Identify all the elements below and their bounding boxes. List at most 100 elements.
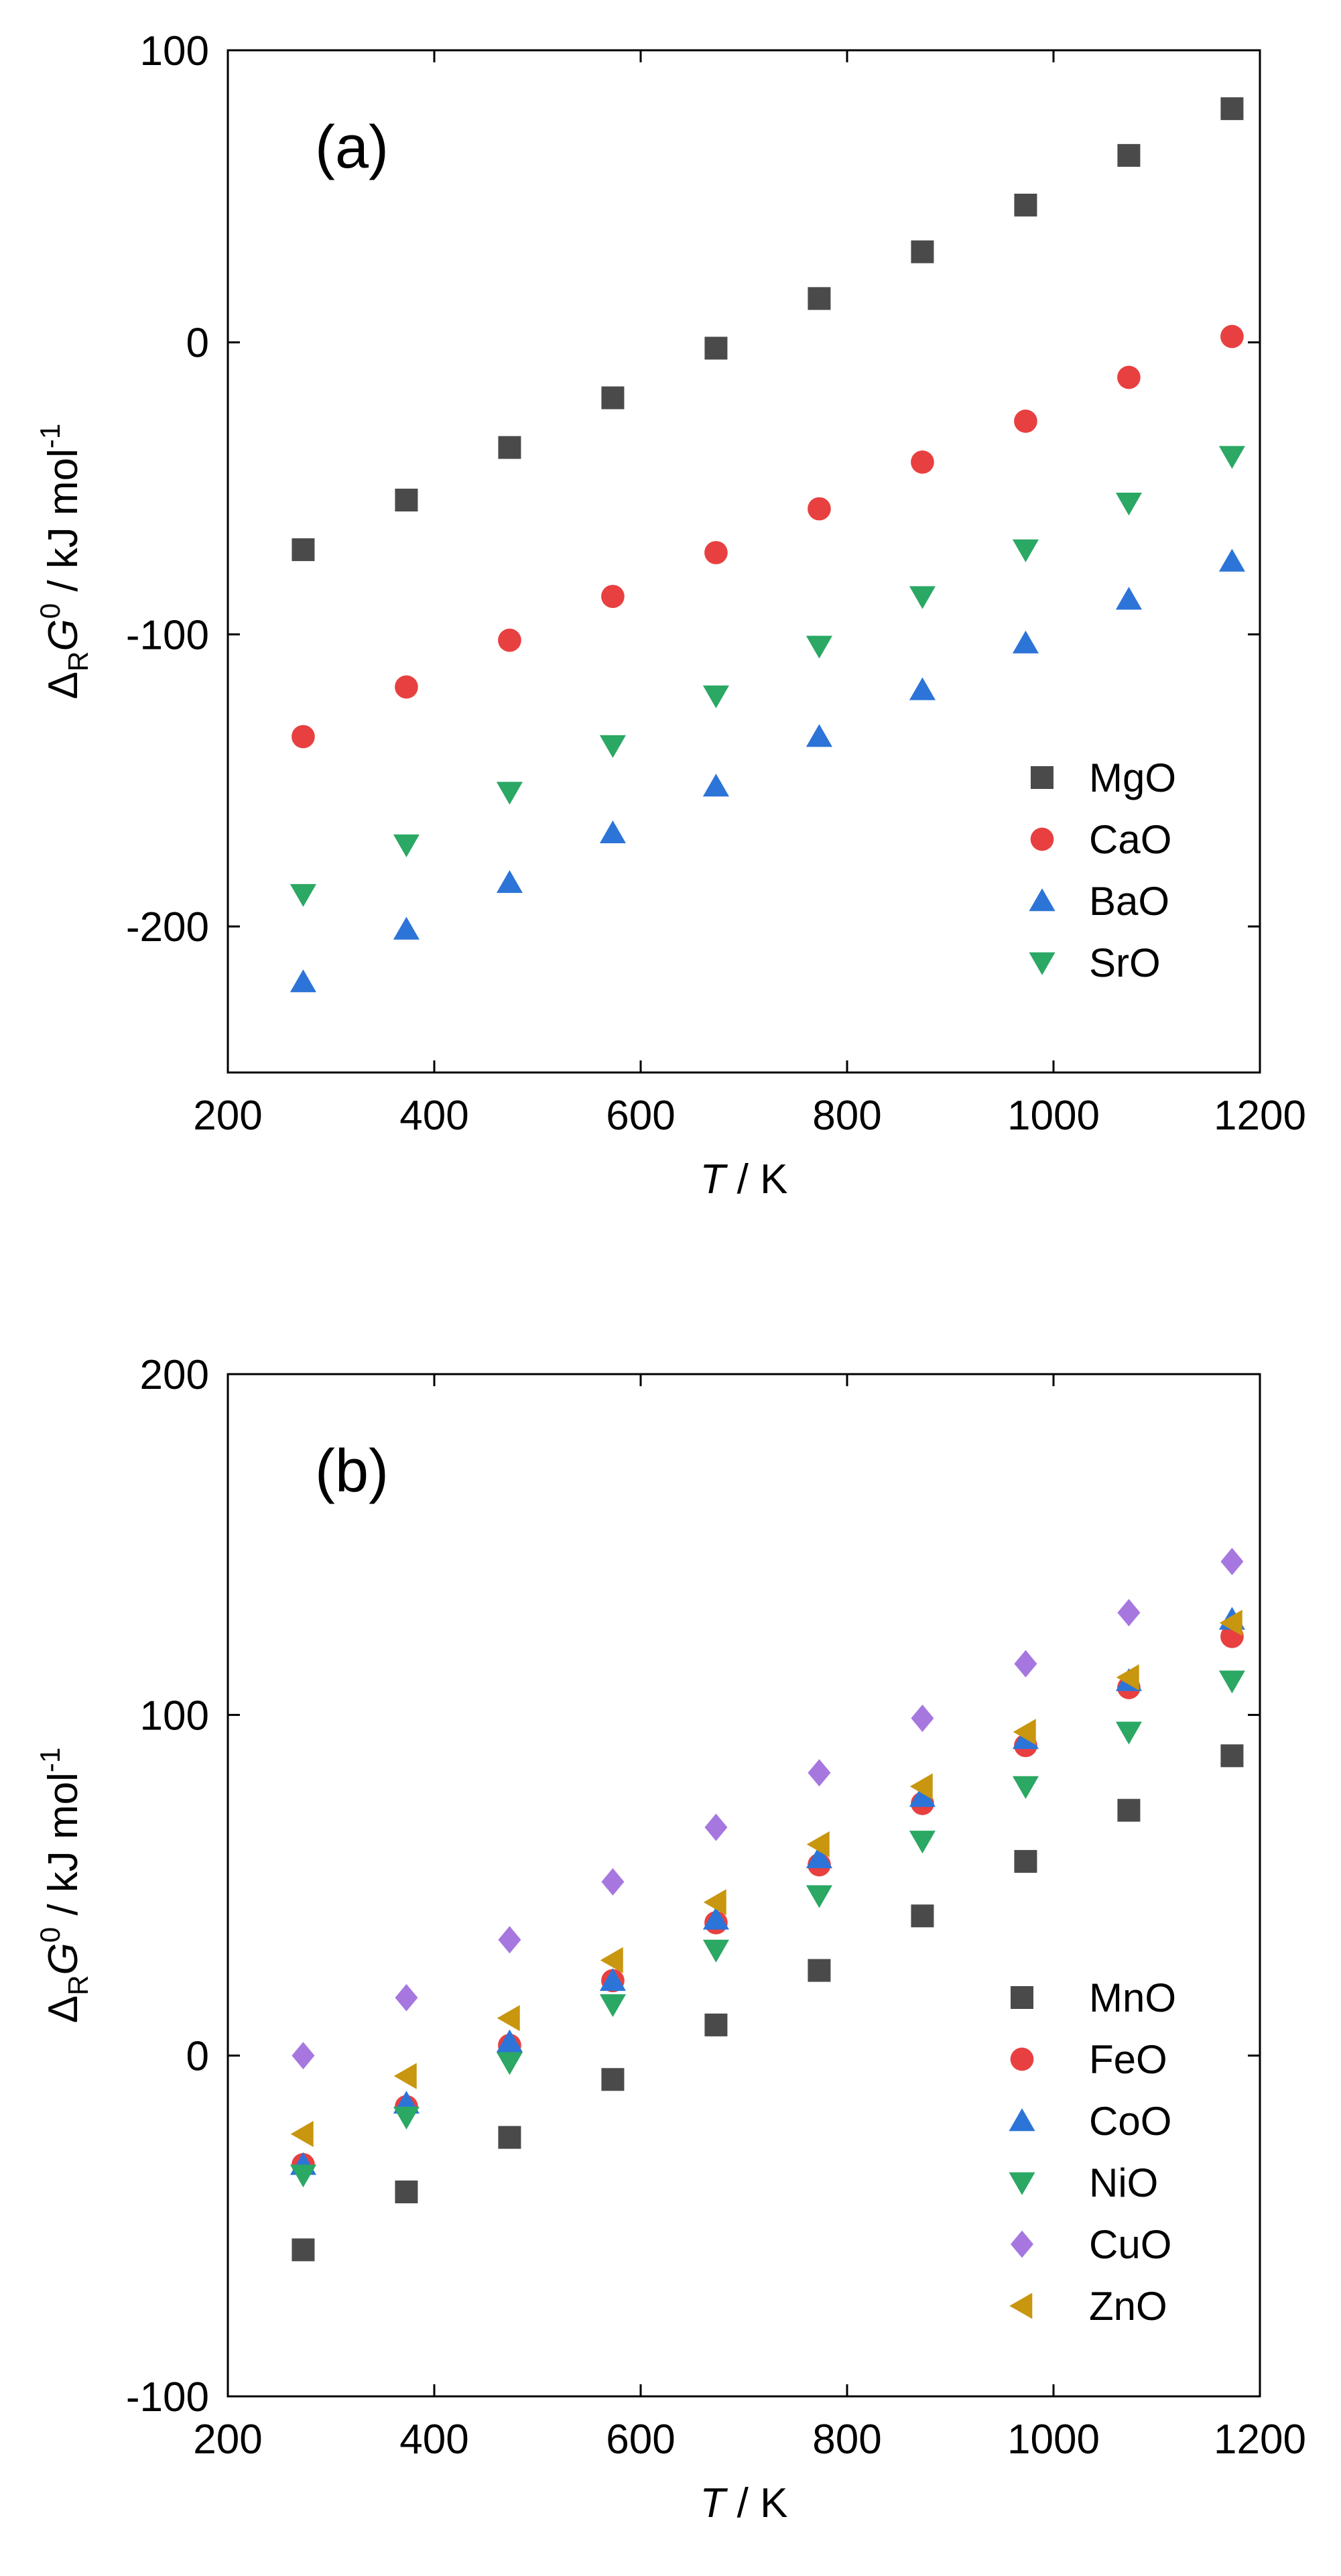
data-point (909, 1831, 936, 1854)
data-point (1013, 1719, 1036, 1745)
legend-label: CoO (1089, 2099, 1171, 2144)
data-point (911, 1705, 934, 1732)
data-point (393, 916, 420, 940)
data-point (290, 969, 316, 993)
series-sro (290, 446, 1245, 907)
data-point (498, 1926, 521, 1954)
y-axis-title: ΔRG0 / kJ mol-1 (34, 1747, 94, 2024)
data-point (1012, 630, 1039, 654)
legend-label: BaO (1089, 879, 1169, 924)
y-axis-title-var: G (40, 619, 86, 651)
x-tick-label: 400 (399, 2416, 468, 2463)
data-point (704, 1813, 728, 1841)
x-axis-title-var: T (700, 1156, 728, 1203)
data-point (704, 541, 728, 564)
x-tick-label: 600 (606, 2416, 675, 2463)
legend-marker (1011, 1986, 1033, 2009)
x-tick-label: 600 (606, 1093, 675, 1139)
data-point (808, 1759, 831, 1787)
data-point (909, 1773, 933, 1800)
data-point (1012, 1776, 1039, 1799)
x-tick-label: 800 (812, 2416, 881, 2463)
data-point (395, 489, 418, 511)
legend-label: CuO (1089, 2222, 1171, 2267)
data-point (496, 2052, 523, 2075)
y-axis-title-sup: 0 (34, 603, 66, 619)
data-point (599, 1994, 626, 2018)
data-point (1014, 1650, 1037, 1678)
legend-marker (1010, 2047, 1034, 2071)
data-point (1117, 365, 1141, 389)
y-tick-label: 0 (186, 2034, 209, 2080)
data-point (599, 820, 626, 844)
data-point (1219, 1609, 1242, 1636)
data-point (292, 725, 315, 749)
y-tick-label: 100 (140, 28, 209, 74)
data-point (292, 2042, 315, 2070)
plot-frame (227, 49, 1261, 1074)
data-point (1220, 1548, 1244, 1575)
data-point (395, 675, 418, 699)
data-point (599, 735, 626, 758)
data-point (702, 774, 729, 797)
data-point (1218, 548, 1245, 572)
data-point (909, 586, 936, 609)
legend-marker (1029, 888, 1056, 912)
y-axis-title-sub: R (62, 1975, 94, 1996)
data-point (395, 2181, 418, 2203)
legend-label: SrO (1089, 940, 1161, 985)
data-point (601, 1868, 625, 1896)
data-point (393, 834, 420, 857)
data-point (808, 497, 831, 521)
data-point (911, 1904, 934, 1928)
x-axis-title-unit: / K (725, 1156, 787, 1203)
data-point (1014, 193, 1037, 217)
y-tick-label: -100 (126, 2374, 209, 2420)
data-point (911, 450, 934, 474)
data-point (1220, 97, 1244, 121)
y-tick-label: 200 (140, 1352, 209, 1398)
legend-marker (1029, 952, 1056, 975)
legend-label: FeO (1089, 2037, 1167, 2082)
data-point (601, 2068, 625, 2091)
data-point (806, 1831, 830, 1858)
series-mgo (292, 97, 1244, 562)
legend-marker (1030, 827, 1054, 851)
legend-label: ZnO (1089, 2284, 1167, 2329)
legend-marker (1009, 2172, 1035, 2195)
data-point (806, 724, 832, 747)
data-point (806, 1885, 832, 1908)
series-cuo (292, 1548, 1244, 2070)
y-axis-title: ΔRG0 / kJ mol-1 (34, 424, 94, 700)
data-point (393, 2106, 420, 2130)
x-tick-label: 1000 (1007, 2416, 1100, 2463)
y-axis-title-var: G (40, 1943, 86, 1975)
data-point (292, 538, 315, 562)
data-point (806, 635, 832, 659)
data-point (704, 2013, 728, 2036)
x-tick-label: 200 (193, 1093, 262, 1139)
data-point (600, 1947, 623, 1973)
y-axis-title-unit-sup: -1 (34, 1747, 66, 1772)
y-tick-label: 0 (186, 320, 209, 367)
series-mno (292, 1744, 1244, 2262)
data-point (290, 2121, 314, 2148)
data-point (703, 1889, 726, 1916)
legend-label: MgO (1089, 755, 1176, 800)
data-point (808, 1959, 831, 1982)
panel-a: 200 400 600 800 1000 1200 -200 -100 0 100 T / K ΔRG… (34, 28, 1306, 1203)
data-point (601, 585, 625, 609)
data-point (702, 1939, 729, 1963)
data-point (498, 436, 521, 459)
legend-label: MnO (1089, 1975, 1176, 2020)
data-point (704, 336, 728, 360)
data-point (911, 240, 934, 263)
legend: MnO FeO CoO NiO CuO ZnO (1009, 1975, 1176, 2329)
data-point (496, 2029, 523, 2052)
x-axis-title: T / K (700, 2480, 788, 2526)
data-point (808, 287, 831, 310)
x-axis-title: T / K (700, 1156, 788, 1203)
